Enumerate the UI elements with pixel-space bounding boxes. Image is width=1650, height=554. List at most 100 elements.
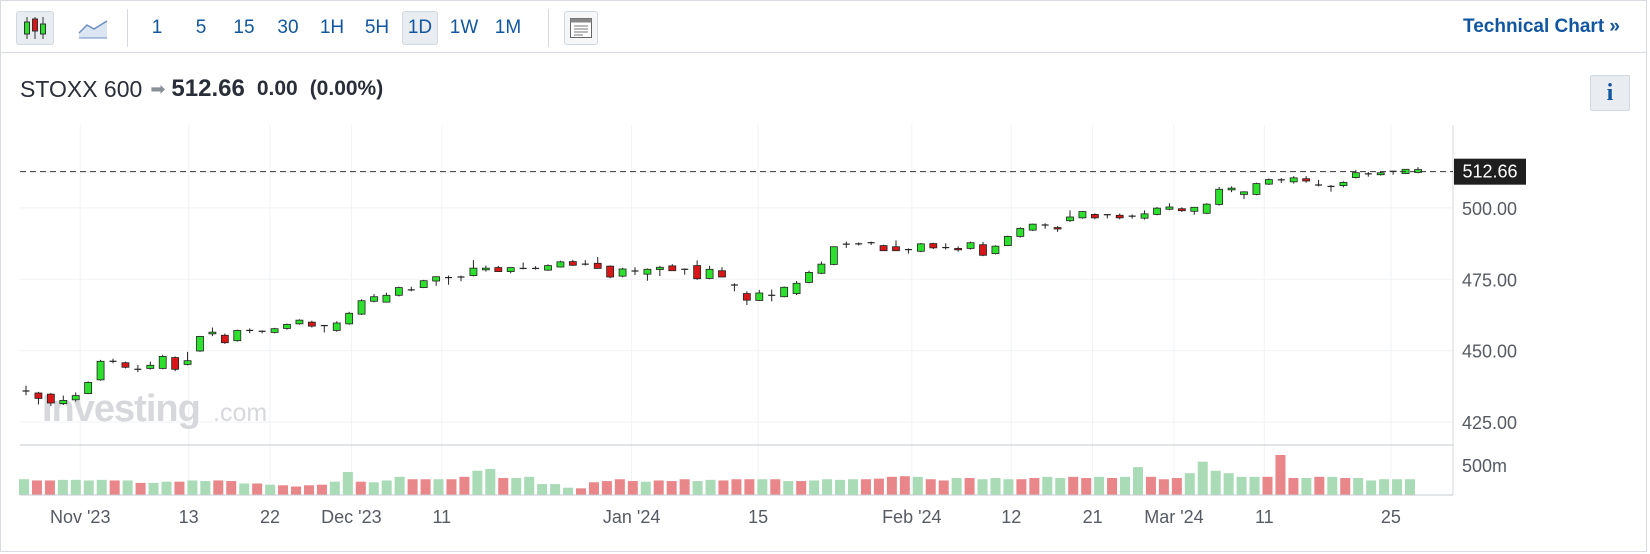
x-tick-label: 12 — [1001, 507, 1021, 527]
candle-body — [1090, 214, 1099, 219]
x-tick-label: Nov '23 — [50, 507, 110, 527]
candle-body — [1053, 227, 1062, 230]
volume-bar — [809, 480, 820, 495]
x-tick-label: 11 — [1255, 507, 1274, 527]
x-tick-label: Mar '24 — [1144, 507, 1203, 527]
candle-body — [643, 268, 652, 275]
volume-bar — [537, 484, 548, 495]
candle — [867, 241, 875, 245]
candle — [233, 329, 242, 342]
volume-bar — [1081, 478, 1092, 495]
interval-1h-button[interactable]: 1H — [319, 17, 345, 38]
technical-chart-link[interactable]: Technical Chart » — [1463, 16, 1620, 37]
candle — [904, 248, 912, 254]
candlestick-icon — [24, 17, 46, 39]
candle-body — [46, 393, 55, 404]
volume-bar — [601, 481, 612, 495]
candle — [22, 385, 30, 396]
layout-button[interactable] — [564, 11, 598, 45]
candle — [1078, 211, 1087, 219]
volume-bar — [1236, 476, 1247, 495]
candle — [494, 265, 503, 272]
volume-bar — [161, 481, 172, 495]
volume-bar — [213, 480, 224, 495]
candle-body — [394, 287, 403, 296]
volume-bar — [1301, 478, 1312, 495]
candle — [1364, 171, 1372, 177]
candle — [556, 260, 565, 268]
volume-bar — [394, 476, 405, 495]
y-tick-label: 450.00 — [1462, 342, 1517, 362]
candle — [246, 328, 254, 334]
candle — [705, 265, 714, 280]
volume-bar — [524, 476, 535, 495]
x-tick-label: 15 — [748, 507, 768, 527]
volume-bar — [498, 478, 509, 495]
candle — [805, 270, 813, 284]
x-tick-label: Feb '24 — [882, 507, 941, 527]
candle-body — [121, 362, 130, 368]
candle — [258, 330, 266, 334]
info-button[interactable]: i — [1590, 75, 1630, 111]
toolbar-separator — [548, 9, 549, 47]
volume-bar — [718, 480, 729, 495]
candle — [792, 281, 801, 295]
candle — [109, 358, 117, 364]
candle — [1264, 178, 1273, 185]
candle-body — [668, 265, 677, 272]
volume-bar — [381, 480, 392, 495]
candle — [1053, 226, 1062, 232]
interval-1min-button[interactable]: 1 — [151, 17, 163, 38]
volume-bar — [1145, 476, 1156, 495]
candle-body — [1016, 228, 1025, 237]
volume-bar — [1392, 479, 1403, 495]
volume-bar — [135, 482, 146, 495]
volume-bar — [368, 482, 379, 495]
candle-body — [1153, 207, 1161, 215]
candle — [382, 292, 391, 303]
candle-body — [693, 265, 702, 280]
candle — [1115, 213, 1124, 220]
area-chart-button[interactable] — [75, 11, 111, 45]
candle — [643, 268, 652, 281]
candle — [1339, 181, 1348, 188]
candle-body — [1115, 214, 1124, 219]
candle-body — [1028, 223, 1037, 231]
candle-body — [929, 243, 938, 249]
candlestick-chart-button[interactable] — [16, 11, 54, 45]
interval-5min-button[interactable]: 5 — [195, 17, 207, 38]
candle-body — [469, 267, 478, 276]
candle — [332, 321, 341, 332]
candle — [220, 333, 229, 344]
candle-body — [1165, 206, 1174, 210]
candle-body — [332, 322, 341, 331]
watermark-text: Investing — [42, 388, 200, 430]
candle-body — [879, 245, 888, 252]
interval-30min-button[interactable]: 30 — [277, 17, 299, 38]
interval-1m-button[interactable]: 1M — [494, 17, 522, 38]
volume-bar — [563, 487, 574, 495]
volume-bar — [109, 480, 120, 495]
interval-1w-button[interactable]: 1W — [449, 17, 479, 38]
volume-bar — [187, 480, 198, 495]
volume-bar — [226, 481, 237, 495]
interval-5h-button[interactable]: 5H — [364, 17, 390, 38]
volume-bar — [252, 483, 263, 495]
candle-body — [1240, 191, 1248, 195]
candle-body — [991, 245, 1000, 254]
volume-bar — [705, 479, 716, 495]
interval-15min-button[interactable]: 15 — [233, 17, 255, 38]
candle-body — [1078, 211, 1087, 219]
interval-1d-button[interactable]: 1D — [402, 11, 438, 45]
candle-body — [494, 267, 503, 272]
candle — [146, 361, 155, 370]
volume-bar — [122, 480, 133, 495]
instrument-header: STOXX 600 ➡ 512.66 0.00 (0.00%) — [20, 72, 383, 106]
volume-bar — [796, 481, 807, 495]
candle-body — [506, 267, 515, 272]
candle — [1165, 203, 1174, 211]
candle — [879, 244, 888, 252]
candle-body — [618, 268, 627, 277]
candle — [519, 262, 527, 270]
